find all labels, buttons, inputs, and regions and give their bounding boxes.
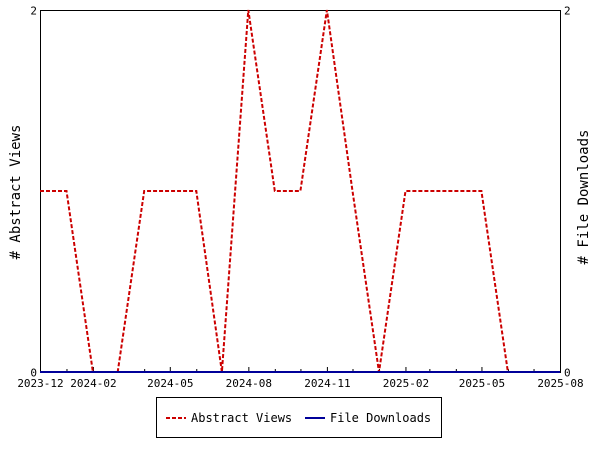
x-tick-label: 2024-02 <box>70 377 116 390</box>
series-line-abstract-views <box>40 9 560 373</box>
x-tick-label: 2024-05 <box>147 377 193 390</box>
legend: Abstract Views File Downloads <box>156 397 442 438</box>
x-axis-ticks: 2023-12 2024-02 2024-05 2024-08 2024-11 2025-… <box>17 367 584 390</box>
x-tick-label: 2025-05 <box>459 377 505 390</box>
legend-box <box>156 397 442 438</box>
y-axis-ticks: 0 2 0 2 <box>30 5 570 380</box>
x-tick-label: 2025-02 <box>383 377 429 390</box>
left-y-tick-label: 2 <box>30 5 37 18</box>
x-tick-label: 2024-08 <box>226 377 272 390</box>
x-tick-label: 2025-08 <box>537 377 583 390</box>
right-y-tick-label: 0 <box>564 367 571 380</box>
series-layer <box>40 9 560 373</box>
x-tick-label: 2024-11 <box>304 377 350 390</box>
legend-label-abstract-views: Abstract Views <box>191 411 292 425</box>
x-tick-label: 2023-12 <box>17 377 63 390</box>
right-y-tick-label: 2 <box>564 5 571 18</box>
plot-frame <box>40 10 561 373</box>
left-axis-title: # Abstract Views <box>8 125 24 260</box>
legend-label-file-downloads: File Downloads <box>330 411 431 425</box>
left-y-tick-label: 0 <box>30 367 37 380</box>
right-axis-title: # File Downloads <box>576 130 592 265</box>
